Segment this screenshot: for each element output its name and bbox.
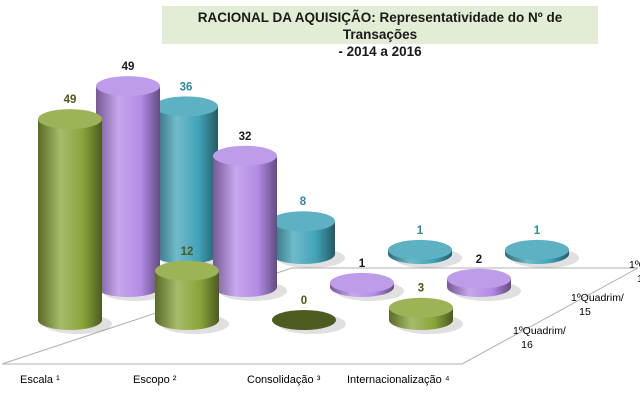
series-label: 1ºQuadrim/ <box>513 325 566 337</box>
series-label: 1ºQuadrim/ <box>629 259 640 271</box>
bar-cylinder <box>38 109 112 334</box>
bar-cylinder <box>96 76 170 301</box>
series-label: 14 <box>637 273 640 285</box>
chart-title-line1: RACIONAL DA AQUISIÇÃO: Representatividad… <box>197 10 563 42</box>
data-label: 1 <box>417 225 424 237</box>
bar-cylinder <box>389 297 463 334</box>
chart-title-box: RACIONAL DA AQUISIÇÃO: Representatividad… <box>162 6 598 59</box>
series-depth-labels: 1ºQuadrim/14 1ºQuadrim/15 1ºQuadrim/16 <box>513 259 640 351</box>
bar-cylinder <box>447 268 521 301</box>
data-label: 49 <box>64 94 77 106</box>
data-label: 1 <box>359 258 366 270</box>
category-label: Internacionalização ⁴ <box>347 374 450 386</box>
data-label: 3 <box>418 283 424 295</box>
category-label: Consolidação ³ <box>247 374 321 386</box>
chart-title-line2: - 2014 a 2016 <box>338 44 422 59</box>
data-label: 8 <box>300 196 307 208</box>
data-label: 2 <box>476 254 482 266</box>
data-label: 32 <box>239 131 252 143</box>
data-label: 12 <box>181 246 194 258</box>
category-label: Escala ¹ <box>20 374 60 386</box>
bar-cylinder <box>154 96 228 268</box>
bar-cylinder <box>505 239 579 268</box>
data-label: 1 <box>534 225 541 237</box>
series-label: 16 <box>521 339 533 351</box>
series-label: 1ºQuadrim/ <box>571 292 624 304</box>
bar-cylinder <box>388 239 462 268</box>
bar-cylinder <box>271 211 345 268</box>
series-label: 15 <box>579 306 591 318</box>
data-label: 36 <box>180 81 193 93</box>
bar-cylinder <box>330 272 404 301</box>
category-labels: Escala ¹ Escopo ² Consolidação ³ Interna… <box>20 374 450 386</box>
bar-cylinder <box>272 310 346 334</box>
bar-cylinder <box>213 145 287 301</box>
data-label: 49 <box>122 61 135 73</box>
data-label: 0 <box>301 295 307 307</box>
category-label: Escopo ² <box>133 374 177 386</box>
bar-cylinder <box>155 260 229 334</box>
